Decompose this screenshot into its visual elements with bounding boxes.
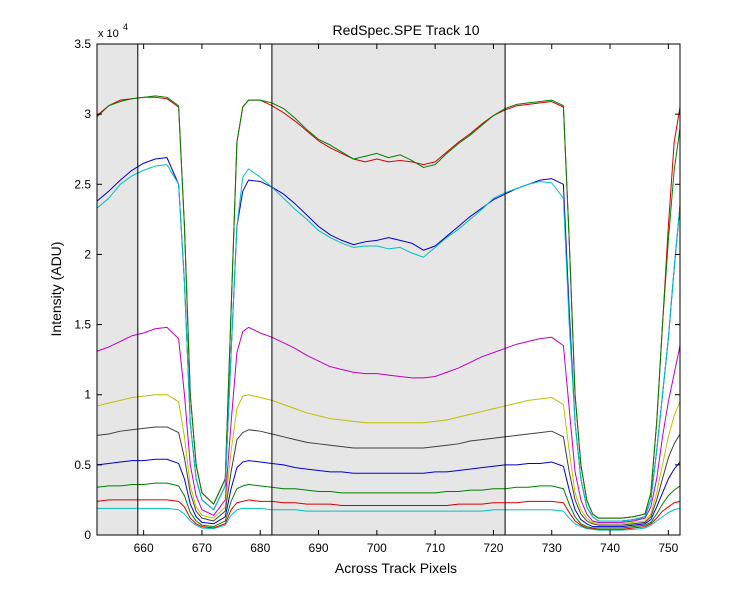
y-tick-label: 1.5 xyxy=(74,318,91,332)
x-axis-ticks: 660 670 680 690 700 710 720 730 740 750 xyxy=(134,44,679,555)
x-tick-label: 710 xyxy=(425,541,445,555)
x-axis-label: Across Track Pixels xyxy=(335,560,457,576)
series-lines xyxy=(96,95,681,531)
x-tick-label: 740 xyxy=(600,541,620,555)
vertical-markers xyxy=(137,44,506,535)
x-tick-label: 720 xyxy=(483,541,503,555)
y-tick-label: 3.5 xyxy=(74,37,91,51)
series-line-8 xyxy=(96,458,681,528)
series-line-5 xyxy=(96,326,681,523)
y-axis-label: Intensity (ADU) xyxy=(48,242,64,337)
chart-title: RedSpec.SPE Track 10 xyxy=(332,22,479,38)
series-line-11 xyxy=(97,507,681,531)
shaded-regions xyxy=(97,44,506,535)
series-line-2 xyxy=(96,95,681,519)
series-line-7 xyxy=(96,426,681,526)
x-tick-label: 730 xyxy=(542,541,562,555)
y-scale-exponent: 4 xyxy=(123,22,128,32)
x-tick-label: 690 xyxy=(309,541,329,555)
y-tick-label: 0.5 xyxy=(74,458,91,472)
y-tick-label: 2 xyxy=(84,247,91,261)
y-scale-factor: x 10 xyxy=(98,28,119,40)
shaded-region-2 xyxy=(271,44,506,535)
x-tick-label: 670 xyxy=(192,541,212,555)
y-tick-label: 3 xyxy=(84,107,91,121)
y-axis-ticks: 0 0.5 1 1.5 2 2.5 3 3.5 xyxy=(74,37,680,542)
y-tick-label: 2.5 xyxy=(74,177,91,191)
y-tick-label: 1 xyxy=(84,388,91,402)
x-tick-label: 680 xyxy=(250,541,270,555)
series-line-6 xyxy=(96,394,681,525)
x-tick-label: 660 xyxy=(134,541,154,555)
plot-frame xyxy=(96,43,681,536)
shaded-region-1 xyxy=(97,44,138,535)
series-line-10 xyxy=(96,499,681,530)
series-line-9 xyxy=(96,482,681,529)
x-tick-label: 700 xyxy=(367,541,387,555)
y-tick-label: 0 xyxy=(84,528,91,542)
x-tick-label: 750 xyxy=(658,541,678,555)
series-line-4 xyxy=(96,164,681,522)
